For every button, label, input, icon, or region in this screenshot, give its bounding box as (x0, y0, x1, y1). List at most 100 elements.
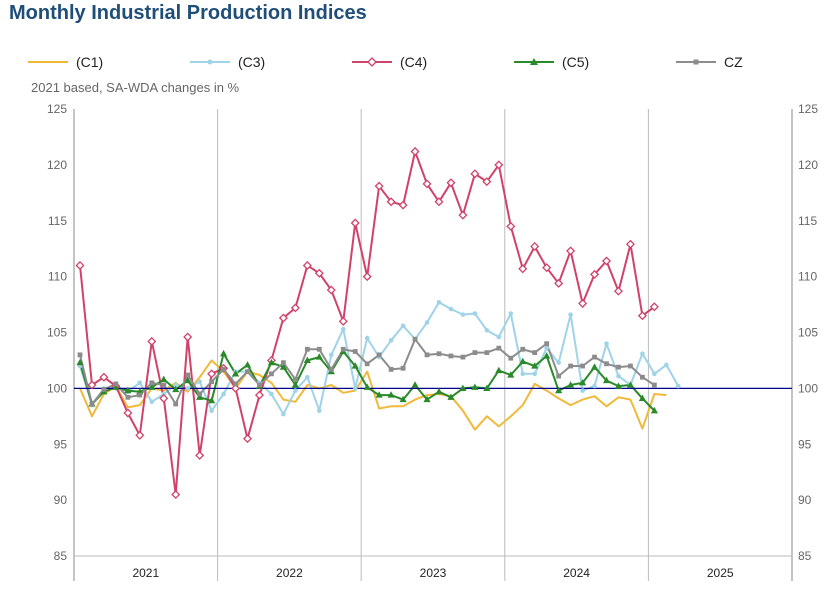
data-point-series-3 (219, 349, 228, 357)
data-point-series-4 (209, 379, 215, 385)
legend-swatch-c5 (514, 55, 554, 69)
legend-label-cz: CZ (724, 54, 743, 70)
data-point-series-4 (628, 363, 633, 369)
legend-item-c5[interactable]: (C5) (514, 52, 589, 72)
data-point-series-3 (471, 383, 479, 390)
data-point-series-1 (305, 374, 310, 380)
legend-swatch-c3 (190, 55, 230, 69)
legend-item-c4[interactable]: (C4) (352, 52, 427, 72)
data-point-series-4 (221, 366, 226, 372)
data-point-series-1 (221, 391, 226, 397)
data-point-series-4 (281, 360, 286, 366)
data-point-series-4 (640, 374, 645, 380)
data-point-series-3 (303, 356, 311, 364)
data-point-series-3 (602, 376, 611, 384)
data-point-series-3 (279, 363, 288, 370)
data-point-series-2 (147, 336, 157, 346)
data-point-series-4 (520, 346, 526, 352)
y-tick-label-right: 90 (798, 493, 812, 507)
data-point-series-2 (530, 241, 540, 251)
data-point-series-2 (554, 278, 564, 288)
data-point-series-4 (376, 352, 382, 358)
data-point-series-2 (506, 221, 516, 231)
data-point-series-3 (124, 386, 132, 394)
data-point-series-4 (89, 401, 95, 407)
data-point-series-4 (544, 341, 550, 347)
data-point-series-2 (649, 302, 659, 312)
data-point-series-2 (159, 393, 169, 403)
data-point-series-2 (637, 311, 647, 321)
data-point-series-2 (374, 181, 384, 191)
data-point-series-2 (410, 146, 420, 156)
data-point-series-3 (112, 383, 120, 390)
legend-item-c1[interactable]: (C1) (28, 52, 103, 72)
data-point-series-2 (422, 179, 432, 189)
data-point-series-1 (328, 352, 334, 358)
data-point-series-3 (626, 381, 635, 388)
data-point-series-3 (196, 393, 204, 400)
data-point-series-4 (400, 365, 406, 371)
y-tick-label-right: 100 (798, 381, 818, 395)
data-point-series-1 (676, 383, 681, 389)
data-point-series-2 (254, 390, 265, 400)
data-point-series-1 (364, 335, 370, 341)
x-tick-label-year: 2025 (707, 566, 734, 580)
data-point-series-2 (135, 430, 145, 440)
legend-item-cz[interactable]: CZ (676, 52, 743, 72)
data-point-series-2 (458, 210, 468, 220)
x-tick-label-year: 2024 (563, 566, 590, 580)
data-point-series-1 (436, 300, 442, 305)
data-point-series-4 (233, 381, 238, 387)
data-point-series-3 (208, 396, 216, 404)
data-point-series-4 (651, 382, 657, 388)
data-point-series-1 (185, 386, 190, 391)
data-point-series-1 (460, 312, 466, 317)
data-point-series-2 (613, 286, 624, 296)
data-point-series-3 (231, 370, 240, 377)
data-point-series-3 (243, 361, 252, 368)
legend-swatch-cz (676, 55, 716, 69)
y-tick-label-left: 90 (54, 493, 68, 507)
data-point-series-1 (197, 379, 202, 384)
data-point-series-2 (350, 218, 360, 228)
data-point-series-3 (184, 376, 192, 384)
data-point-series-2 (542, 263, 552, 273)
y-tick-label-right: 95 (798, 437, 812, 451)
y-tick-label-left: 100 (47, 381, 67, 395)
chart-subtitle: 2021 based, SA-WDA changes in % (31, 80, 240, 95)
data-point-series-2 (99, 372, 109, 382)
y-tick-label-left: 110 (48, 270, 67, 284)
data-point-series-3 (387, 391, 395, 398)
data-point-series-4 (496, 345, 502, 351)
data-point-series-3 (483, 384, 491, 391)
data-point-series-4 (412, 336, 418, 342)
data-point-series-3 (555, 386, 563, 394)
data-point-series-1 (496, 334, 502, 340)
data-point-series-3 (375, 391, 383, 398)
data-point-series-1 (640, 351, 645, 357)
data-point-series-4 (448, 353, 454, 359)
data-point-series-4 (137, 392, 143, 398)
data-point-series-4 (604, 361, 609, 367)
data-point-series-2 (242, 434, 253, 444)
data-point-series-2 (75, 260, 85, 270)
data-point-series-1 (556, 360, 561, 365)
data-point-series-1 (388, 338, 394, 343)
data-point-series-2 (386, 197, 396, 207)
data-point-series-1 (604, 341, 609, 346)
data-point-series-4 (508, 355, 514, 361)
data-point-series-1 (281, 411, 286, 417)
data-point-series-2 (87, 380, 97, 390)
data-point-series-4 (173, 401, 179, 407)
data-point-series-3 (363, 383, 371, 390)
data-point-series-1 (508, 311, 514, 316)
data-point-series-4 (197, 391, 203, 397)
data-point-series-4 (149, 380, 155, 386)
legend-item-c3[interactable]: (C3) (190, 52, 265, 72)
y-tick-label-left: 85 (54, 549, 68, 563)
data-point-series-3 (543, 352, 551, 359)
data-point-series-1 (424, 320, 430, 325)
data-point-series-4 (460, 354, 466, 360)
data-point-series-4 (472, 350, 478, 356)
data-point-series-3 (172, 385, 180, 393)
